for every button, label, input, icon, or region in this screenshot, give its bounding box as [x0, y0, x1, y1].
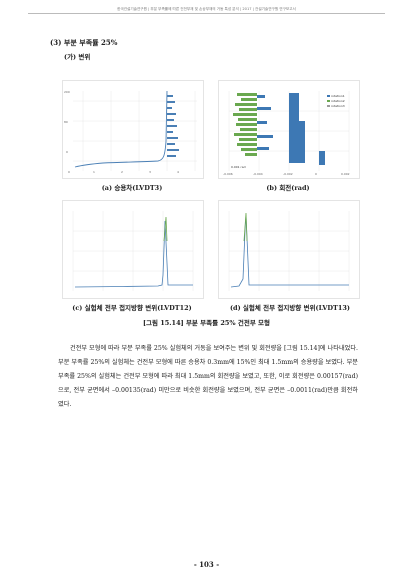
x-tick-4: 2 [121, 170, 123, 174]
caption-c: (c) 실험체 전부 접지방향 변위(LVDT12) [72, 304, 192, 312]
x-tick-1: -0.004 [253, 172, 263, 176]
x-tick-8: 4 [177, 170, 179, 174]
page-number: - 103 - [193, 560, 220, 569]
body-paragraph: 건전부 모형에 따라 부분 부족률 25% 실험체의 거동을 보여주는 변위 및… [58, 345, 358, 408]
lvdt13-chart [228, 211, 350, 291]
x-tick-0: 0 [68, 170, 70, 174]
rotation-green-bars [233, 93, 257, 156]
rotation-blue-bars [257, 93, 325, 165]
x-tick-4: 0.002 [341, 172, 350, 176]
figure-panel-d [218, 200, 360, 299]
legend-rotation2: rotation2 [331, 99, 345, 103]
section-title: (3) 부분 부족률 25% [50, 38, 118, 47]
x-tick-3: 0 [315, 172, 317, 176]
x-tick-0: -0.006 [223, 172, 233, 176]
y-tick-3: 80 [64, 120, 68, 124]
load-displacement-curve [74, 90, 168, 168]
caption-b: (b) 회전(rad) [266, 184, 310, 192]
lvdt12-chart [72, 211, 194, 291]
x-tick-2: 1 [93, 170, 95, 174]
lvdt3-bars [167, 95, 179, 157]
inset-label: 0.001 rad [231, 165, 246, 169]
figure-panel-c [62, 200, 204, 299]
figure-panel-a: 0 1 2 3 4 200 80 0 [62, 80, 204, 179]
header-rule [28, 13, 385, 14]
y-tick-5: 0 [66, 150, 68, 154]
subsection-title: (가) 변위 [64, 53, 91, 61]
rotation-chart: rotation1 rotation2 rotation3 0.001 rad … [223, 91, 350, 176]
figure-title: [그림 15.14] 부분 부족률 25% 건전부 모형 [142, 319, 271, 327]
figure-panel-b: rotation1 rotation2 rotation3 0.001 rad … [218, 80, 360, 179]
lvdt3-chart: 0 1 2 3 4 200 80 0 [64, 90, 197, 174]
lvdt12-curve [74, 220, 193, 288]
legend-rotation1: rotation1 [331, 94, 345, 98]
caption-a: (a) 승용차(LVDT3) [101, 184, 163, 192]
y-tick-0: 200 [64, 90, 70, 94]
caption-d: (d) 실험체 전부 접지방향 변위(LVDT13) [229, 304, 351, 312]
running-header: 한국건설기술연구원 | 부분 부족률에 따른 건전부재 및 손상부재의 거동 특… [117, 7, 296, 11]
x-tick-6: 3 [149, 170, 151, 174]
x-tick-2: -0.002 [283, 172, 293, 176]
legend-rotation3: rotation3 [331, 104, 345, 108]
